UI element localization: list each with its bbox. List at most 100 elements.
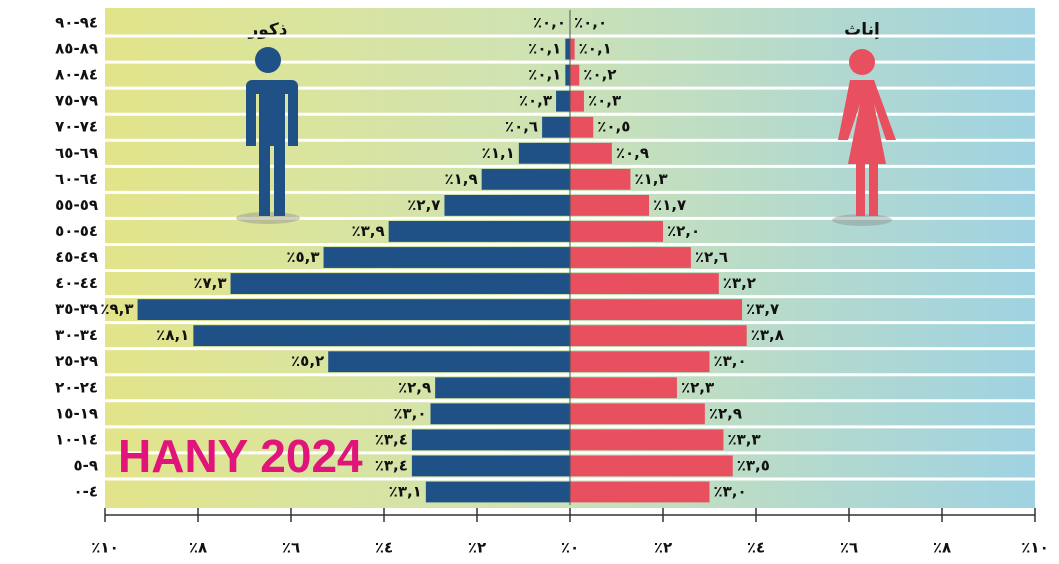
y-tick-label: ٧٩-٧٥ [55, 92, 98, 110]
data-label: ٪٣,٠ [393, 404, 426, 422]
data-label: ٪١,٩ [444, 170, 477, 188]
y-tick-label: ٦٤-٦٠ [55, 170, 98, 188]
y-tick-label: ٨٩-٨٥ [55, 40, 98, 58]
data-label: ٪٣,١ [389, 482, 422, 500]
data-label: ٪٢,٠ [667, 222, 700, 240]
bar [388, 221, 570, 242]
x-tick-label: ٪٢ [468, 539, 486, 557]
data-label: ٪٣,٤ [375, 430, 408, 448]
bar [542, 116, 570, 138]
data-label: ٪٠,٥ [597, 118, 630, 136]
x-tick-label: ٪٢ [654, 539, 672, 557]
x-tick-label: ٪٤ [747, 539, 765, 557]
x-tick-label: ٪٨ [189, 539, 207, 557]
bar [411, 429, 570, 451]
x-tick-label: ٪٦ [840, 539, 858, 557]
data-label: ٪٢,٩ [398, 378, 431, 396]
y-tick-label: ٢٤-٢٠ [55, 378, 98, 396]
y-tick-label: ٤٩-٤٥ [55, 248, 98, 266]
x-tick-label: ٪٤ [375, 539, 393, 557]
y-tick-label: ٦٩-٦٥ [55, 144, 98, 162]
bar [570, 194, 650, 216]
data-label: ٪١,٣ [634, 170, 667, 188]
data-label: ٪٠,١ [579, 40, 612, 58]
icons [236, 47, 896, 226]
y-tick-label: ٤-٠ [73, 482, 98, 500]
bar [444, 194, 570, 216]
data-label: ٪٣,٩ [351, 222, 384, 240]
data-label: ٪٠,٢ [583, 66, 616, 84]
data-label: ٪٠,٠ [574, 14, 607, 32]
bar [425, 481, 570, 503]
bar [570, 221, 663, 242]
x-tick-label: ٪٨ [933, 539, 951, 557]
bar [481, 168, 570, 190]
data-label: ٪٥,٣ [286, 248, 319, 266]
data-label: ٪٢,٣ [681, 378, 714, 396]
x-tick-label: ٪٠ [561, 539, 579, 557]
data-label: ٪٢,٦ [695, 248, 728, 266]
female-icon [838, 80, 896, 216]
data-label: ٪٣,٨ [751, 326, 784, 344]
bar [556, 90, 570, 112]
data-label: ٪٣,٢ [723, 274, 756, 292]
data-label: ٪٣,٠ [714, 482, 747, 500]
data-label: ٪٣,٤ [375, 456, 408, 474]
bar [570, 481, 710, 503]
bar [570, 90, 584, 112]
bar [565, 64, 570, 86]
data-label: ٪٩,٣ [100, 300, 133, 318]
y-tick-label: ١٩-١٥ [55, 404, 98, 422]
data-label: ٪١,١ [482, 144, 515, 162]
male-icon [255, 47, 281, 73]
bar [570, 299, 743, 321]
bar [570, 325, 747, 347]
data-label: ٪٠,٣ [588, 92, 621, 110]
data-label: ٪٣,٥ [737, 456, 770, 474]
data-label: ٪٣,٣ [727, 430, 760, 448]
bar [137, 299, 571, 321]
male-icon [244, 80, 298, 216]
bar [570, 142, 612, 164]
data-label: ٪٣,٧ [746, 300, 779, 318]
y-tick-label: ٧٤-٧٠ [55, 118, 98, 136]
bar [570, 247, 691, 268]
bar [430, 403, 570, 425]
data-label: ٪١,٧ [653, 196, 686, 214]
female-icon [849, 49, 875, 75]
bar [570, 455, 733, 477]
y-tick-label: ٣٩-٣٥ [55, 300, 98, 318]
watermark: HANY 2024 [118, 430, 363, 482]
data-label: ٪٢,٧ [407, 196, 440, 214]
y-tick-label: ٥٤-٥٠ [55, 222, 98, 240]
bar [570, 377, 677, 399]
bar [411, 455, 570, 477]
y-tick-label: ١٤-١٠ [55, 430, 98, 448]
bar [570, 403, 705, 425]
y-tick-label: ٢٩-٢٥ [55, 352, 98, 370]
data-label: ٪٠,٦ [505, 118, 538, 136]
data-label: ٪٠,٣ [519, 92, 552, 110]
bar [570, 64, 580, 86]
x-tick-label: ٪١٠ [91, 539, 118, 557]
icon-shadow [832, 214, 892, 226]
y-tick-label: ٥٩-٥٥ [55, 196, 98, 214]
x-tick-label: ٪٦ [282, 539, 300, 557]
data-label: ٪٠,١ [528, 66, 561, 84]
y-tick-label: ٩٤-٩٠ [55, 14, 98, 32]
bar [323, 247, 570, 268]
x-tick-label: ٪١٠ [1021, 539, 1048, 557]
bar [570, 116, 594, 138]
y-tick-label: ٣٤-٣٠ [55, 326, 98, 344]
data-label: ٪٠,١ [528, 40, 561, 58]
data-label: ٪٠,٠ [533, 14, 566, 32]
bar [230, 273, 571, 294]
data-label: ٪٨,١ [156, 326, 189, 344]
bar [570, 351, 710, 373]
data-label: ٪٢,٩ [709, 404, 742, 422]
bar [570, 273, 719, 294]
y-tick-label: ٨٤-٨٠ [55, 66, 98, 84]
bar [570, 168, 631, 190]
data-label: ٪٥,٢ [291, 352, 324, 370]
